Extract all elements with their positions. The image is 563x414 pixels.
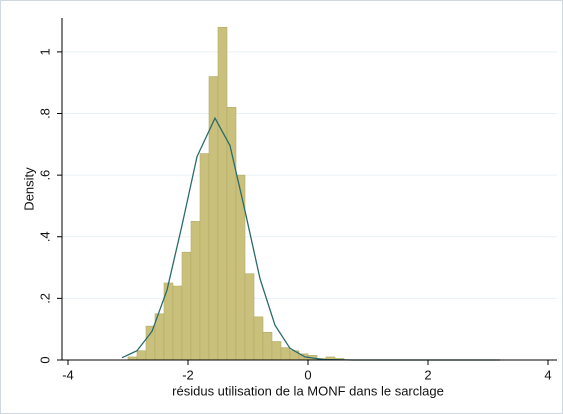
y-axis-label: Density xyxy=(21,167,36,211)
bar xyxy=(172,285,183,361)
bar xyxy=(136,350,147,361)
bar xyxy=(226,107,237,361)
y-tick-label: .4 xyxy=(37,231,52,242)
bar xyxy=(244,273,255,361)
bar xyxy=(190,221,201,361)
bar xyxy=(145,325,156,361)
x-axis-label: résidus utilisation de la MONF dans le s… xyxy=(172,383,444,398)
plot-area xyxy=(62,18,557,360)
y-tick-label: 1 xyxy=(37,48,52,55)
bar xyxy=(208,76,219,361)
bar xyxy=(181,251,192,361)
bar xyxy=(280,347,291,361)
y-tick-label: 0 xyxy=(37,356,52,363)
bar xyxy=(262,331,273,361)
density-curve xyxy=(121,116,500,361)
x-tick-label: 0 xyxy=(304,367,311,382)
x-tick-label: 4 xyxy=(544,367,551,382)
bar xyxy=(253,316,264,361)
x-tick-label: 2 xyxy=(424,367,431,382)
bar xyxy=(199,153,210,361)
y-tick-label: .8 xyxy=(37,108,52,119)
bar xyxy=(217,26,228,361)
y-tick-label: .6 xyxy=(37,170,52,181)
y-tick-label: .2 xyxy=(37,293,52,304)
bar xyxy=(271,341,282,361)
x-tick-label: -2 xyxy=(182,367,194,382)
x-tick-label: -4 xyxy=(62,367,74,382)
